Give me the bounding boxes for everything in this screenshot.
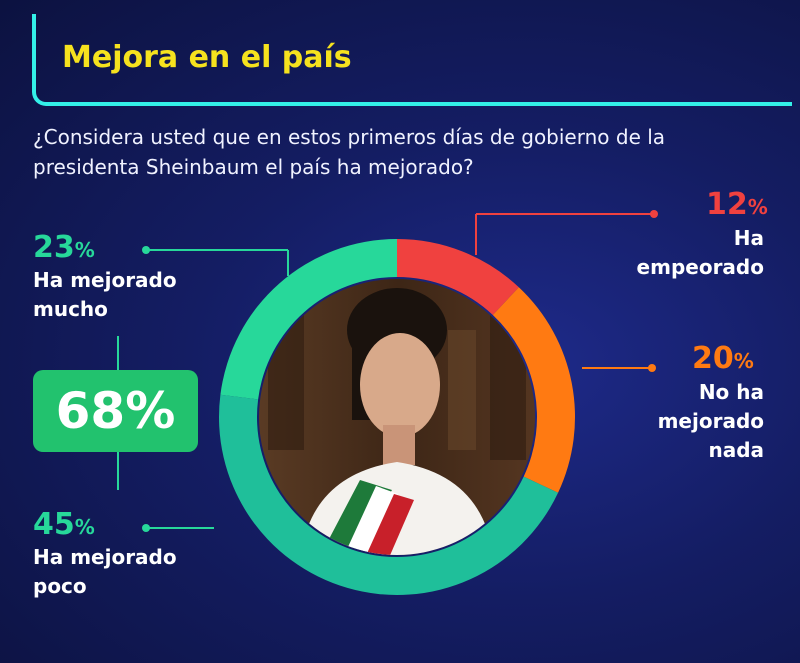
donut-segment-ha-empeorado — [397, 239, 519, 315]
pct-empeorado: 12% — [706, 187, 768, 222]
donut-segment-no-ha-mejorado-nada — [492, 287, 575, 493]
label-empeorado: Ha empeorado — [636, 226, 764, 279]
pct-poco: 45% — [33, 507, 95, 542]
portrait-photo — [259, 279, 535, 555]
leader-lines — [117, 210, 658, 532]
page-title: Mejora en el país — [62, 40, 352, 75]
label-nada: No ha mejorado nada — [657, 380, 764, 462]
label-mucho: Ha mejorado mucho — [33, 268, 177, 321]
donut-segments — [218, 239, 575, 595]
survey-question: ¿Considera usted que en estos primeros d… — [33, 125, 666, 179]
donut-segment-ha-mejorado-mucho — [220, 239, 397, 400]
label-poco: Ha mejorado poco — [33, 545, 177, 598]
title-frame — [32, 14, 792, 106]
pct-mucho: 23% — [33, 230, 95, 265]
pct-nada: 20% — [692, 341, 754, 376]
total-mejorado-box: 68% — [33, 370, 198, 452]
donut-segment-ha-mejorado-poco — [218, 394, 559, 595]
